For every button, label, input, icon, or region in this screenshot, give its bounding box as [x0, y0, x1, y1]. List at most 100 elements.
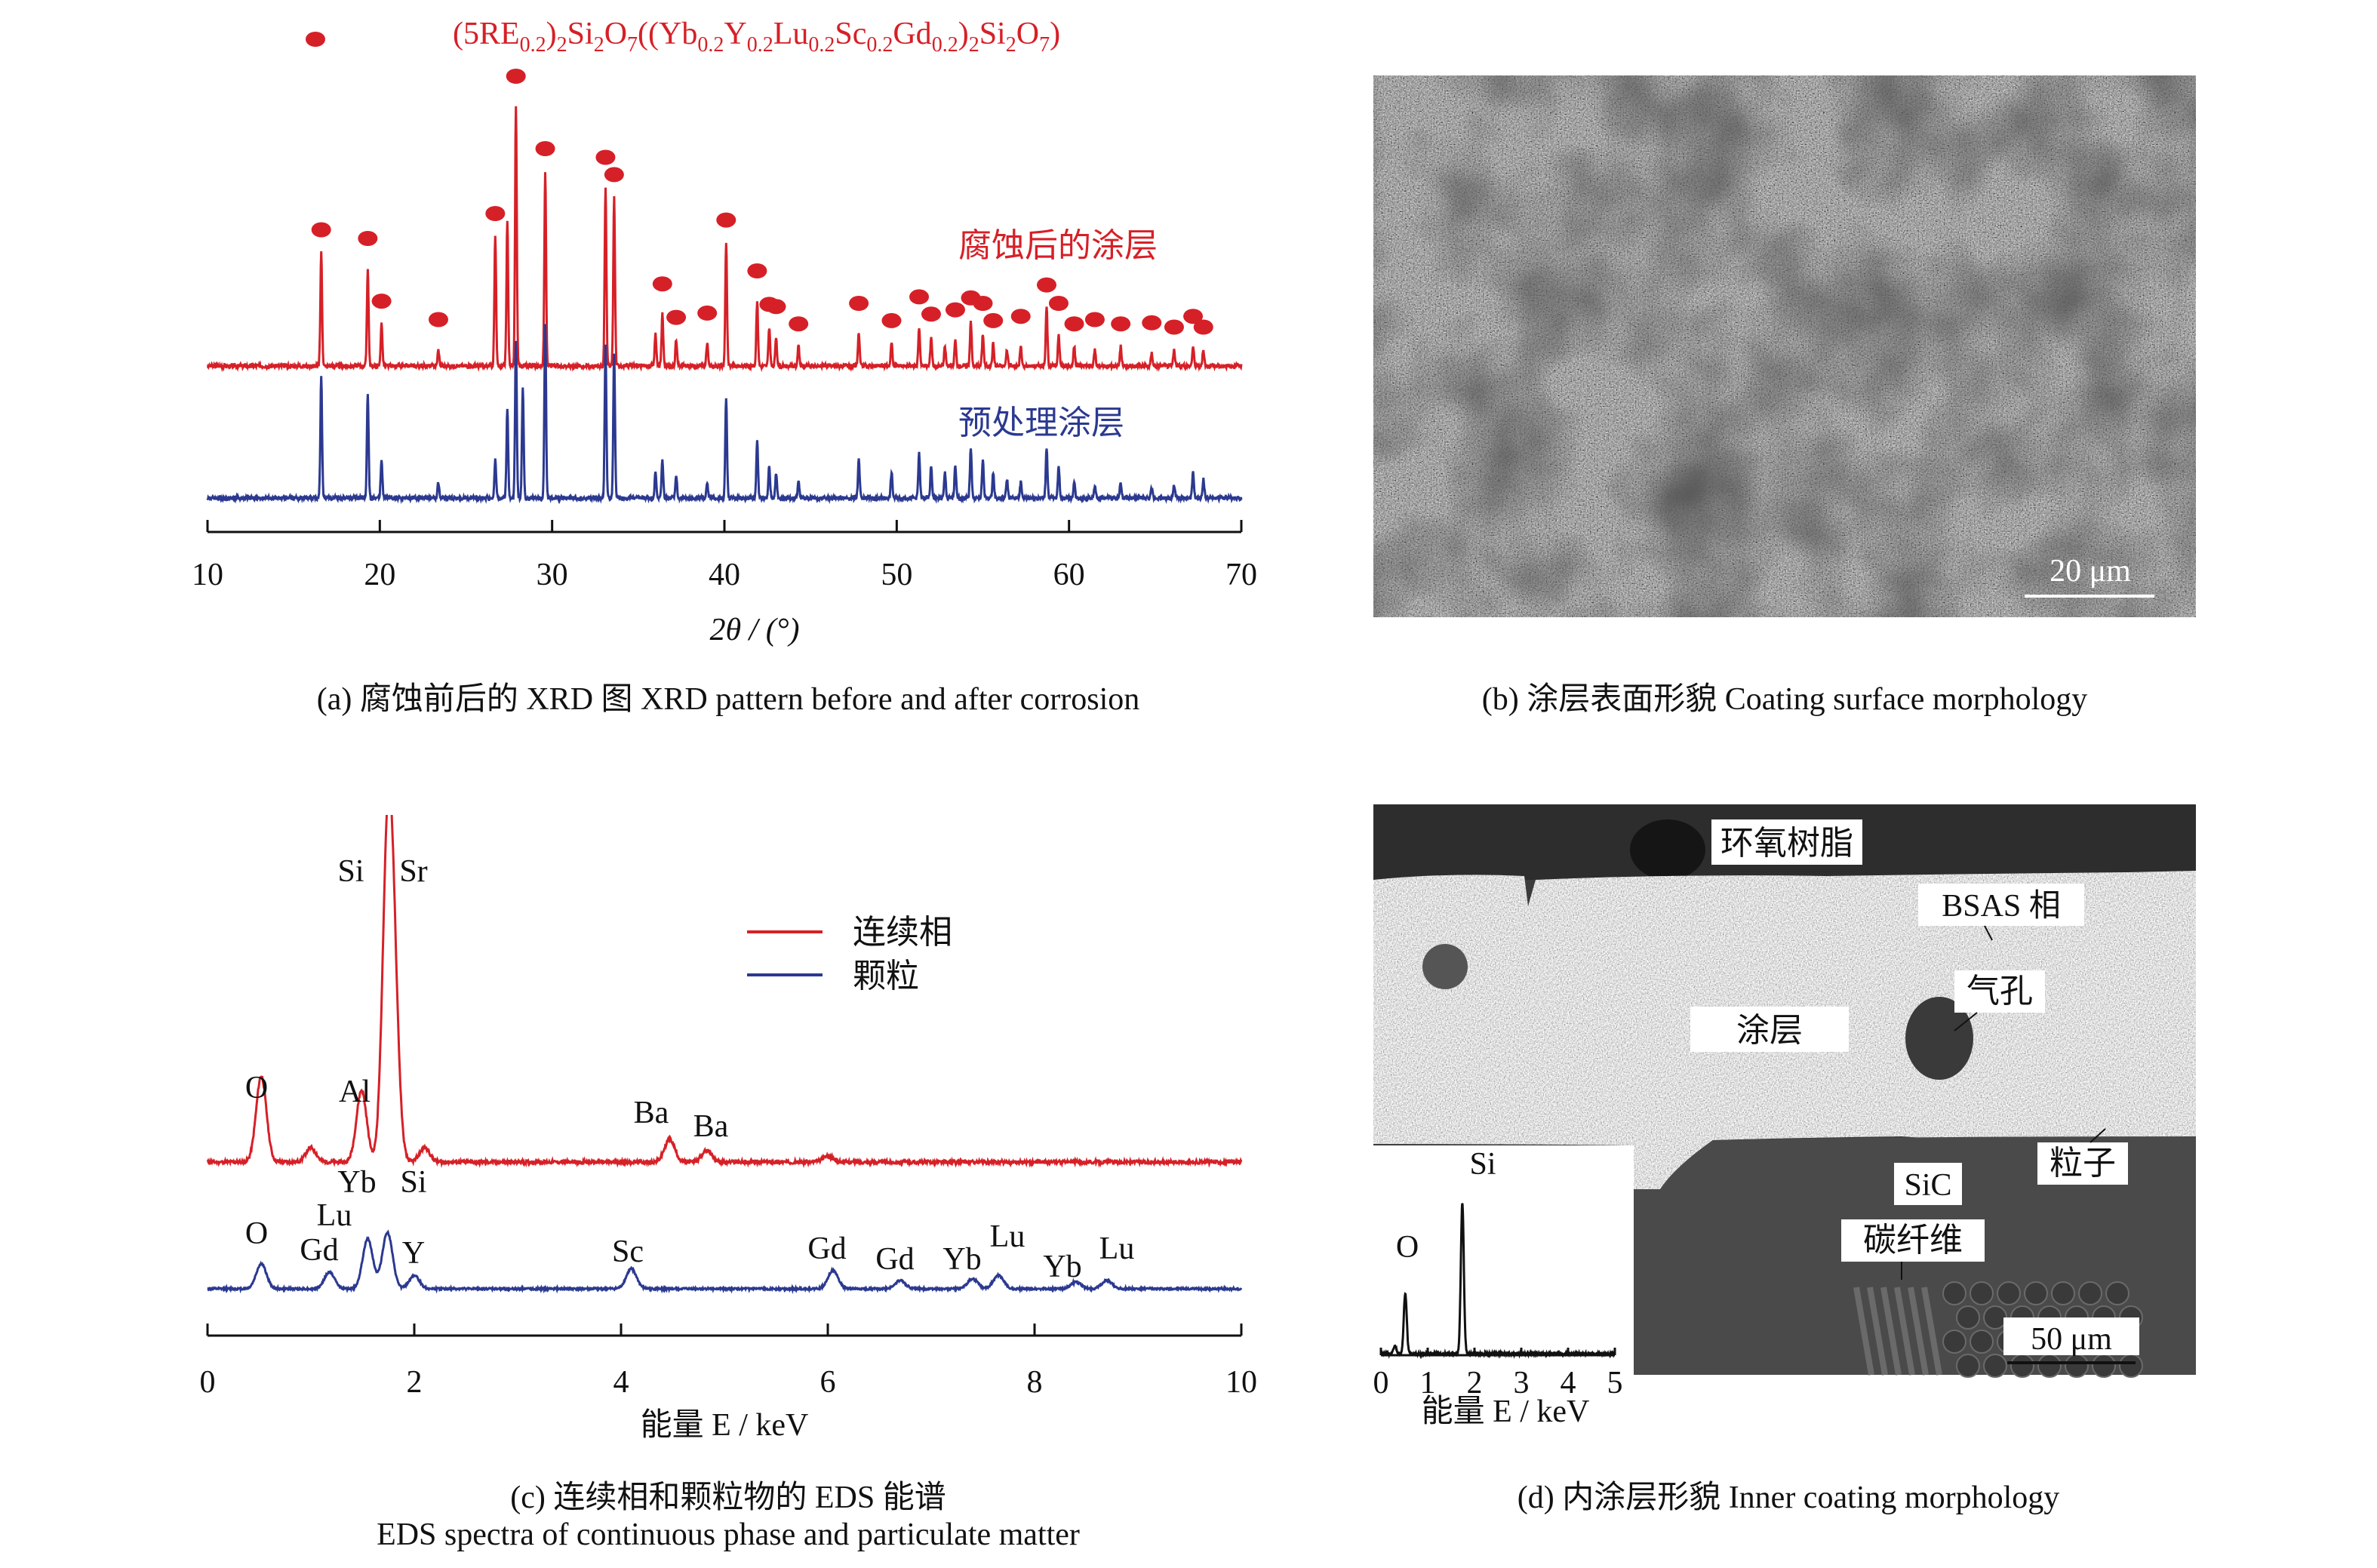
eds-peak-label: Y [402, 1236, 425, 1271]
eds-peak-label: Ba [693, 1109, 729, 1144]
xrd-x-tick-label: 70 [1225, 558, 1257, 592]
xrd-phase-marker [604, 167, 624, 183]
xrd-phase-marker [1036, 277, 1056, 293]
xrd-phase-marker [1111, 316, 1131, 332]
xrd-phase-marker [358, 231, 378, 246]
xrd-marker-legend: (5RE0.2)2Si2O7((Yb0.2Y0.2Lu0.2Sc0.2Gd0.2… [453, 17, 1060, 57]
inset-x-axis-label: 能量 E / keV [1422, 1394, 1590, 1429]
label-coating: 涂层 [1736, 1012, 1803, 1049]
eds-peak-label: O [245, 1071, 268, 1105]
xrd-x-tick-label: 60 [1053, 558, 1085, 592]
xrd-phase-marker [371, 294, 392, 309]
label-sic: SiC [1904, 1168, 1951, 1203]
eds-peak-label: Sr [399, 854, 427, 889]
arrow-particle [2089, 1128, 2106, 1143]
label-bsas: BSAS 相 [1942, 889, 2061, 924]
label-box-epoxy [1711, 819, 1862, 865]
xrd-x-tick-label: 30 [537, 558, 568, 592]
xrd-phase-marker [789, 316, 809, 332]
arrow-pore [1954, 1012, 1978, 1031]
xrd-phase-marker [766, 299, 786, 315]
scale-bar-label: 20 μm [2050, 554, 2131, 589]
xrd-x-tick-label: 50 [881, 558, 912, 592]
caption-c-line2: EDS spectra of continuous phase and part… [377, 1517, 1080, 1552]
label-box-bsas [1918, 884, 2084, 926]
eds-peak-label: Si [337, 854, 364, 889]
xrd-phase-marker [697, 305, 718, 321]
eds-x-tick-label: 4 [613, 1365, 629, 1400]
xrd-phase-marker [652, 276, 672, 292]
xrd-phase-marker [716, 212, 736, 228]
xrd-phase-marker [1010, 309, 1031, 324]
label-box-particle [2037, 1142, 2128, 1185]
xrd-x-tick-label: 10 [192, 558, 223, 592]
xrd-series-pretreated [206, 324, 1243, 505]
eds-x-tick-label: 6 [820, 1365, 836, 1400]
eds-peak-label: Lu [1099, 1231, 1135, 1266]
label-box-coating [1690, 1007, 1849, 1052]
inset-series [1379, 1203, 1616, 1360]
xrd-phase-marker [506, 69, 526, 84]
eds-x-tick-label: 0 [200, 1365, 216, 1400]
label-carbon-fiber: 碳纤维 [1863, 1222, 1963, 1259]
eds-x-tick-label: 8 [1027, 1365, 1043, 1400]
inset-x-tick-label: 4 [1561, 1366, 1576, 1400]
xrd-phase-marker [666, 309, 687, 325]
label-epoxy: 环氧树脂 [1720, 825, 1853, 862]
xrd-phase-marker [945, 302, 965, 318]
eds-x-tick-label: 10 [1225, 1365, 1257, 1400]
xrd-chart: 10 20 30 40 50 60 70 (5RE0.2)2Si2O7((Yb0.2Y0.2… [192, 17, 1257, 647]
eds-peak-label: Sc [612, 1234, 644, 1269]
eds-peak-label: Si [400, 1165, 426, 1200]
inset-x-tick-label: 1 [1420, 1366, 1436, 1400]
arrow-bsas [1984, 925, 1993, 941]
legend-label-continuous: 连续相 [853, 914, 952, 951]
caption-c-line1: (c) 连续相和颗粒物的 EDS 能谱 [510, 1480, 946, 1515]
eds-peak-label: Gd [300, 1233, 338, 1268]
legend-label-particle: 颗粒 [853, 958, 919, 995]
xrd-legend-marker [306, 32, 325, 47]
label-box-carbon-fiber [1841, 1219, 1985, 1262]
label-box-pore [1954, 970, 2045, 1013]
inset-peak-label-si: Si [1469, 1147, 1496, 1182]
xrd-phase-marker [1164, 319, 1184, 335]
eds-peak-label: Gd [807, 1231, 846, 1266]
caption-d: (d) 内涂层形貌 Inner coating morphology [1517, 1480, 2060, 1515]
xrd-series-corroded [206, 106, 1243, 373]
eds-peak-label: Yb [942, 1242, 981, 1277]
inset-peak-label-o: O [1396, 1230, 1419, 1265]
label-particle: 粒子 [2050, 1145, 2116, 1182]
xrd-phase-marker [485, 206, 506, 221]
xrd-phase-marker [1064, 316, 1084, 332]
xrd-phase-marker [1048, 296, 1069, 311]
xrd-phase-marker [428, 312, 448, 327]
xrd-phase-marker [535, 141, 555, 156]
xrd-phase-marker [973, 296, 993, 311]
inset-x-tick-label: 0 [1373, 1366, 1389, 1400]
eds-peak-label: Yb [1043, 1250, 1081, 1284]
xrd-phase-marker [595, 149, 616, 165]
xrd-phase-marker [311, 222, 331, 238]
eds-x-tick-label: 2 [407, 1365, 423, 1400]
inset-x-tick-label: 2 [1467, 1366, 1483, 1400]
eds-series-continuous [206, 815, 1243, 1169]
eds-peak-label: Gd [875, 1242, 914, 1277]
eds-x-axis-label: 能量 E / keV [641, 1408, 809, 1443]
eds-series-particle [207, 1229, 1243, 1295]
inset-x-tick-label: 5 [1607, 1366, 1623, 1400]
xrd-series-label-corroded: 腐蚀后的涂层 [958, 227, 1158, 264]
xrd-x-axis-label: 2θ / (°) [709, 613, 799, 647]
eds-legend: 连续相 颗粒 [747, 914, 952, 995]
xrd-phase-marker [747, 263, 767, 278]
xrd-phase-marker [1183, 309, 1204, 324]
eds-peak-label: Yb [337, 1165, 376, 1200]
xrd-series-label-pretreated: 预处理涂层 [958, 404, 1124, 441]
scale-bar-label: 50 μm [2031, 1322, 2112, 1357]
eds-inset-background [1373, 1145, 1634, 1438]
xrd-x-tick-label: 40 [709, 558, 740, 592]
eds-peak-label: Al [339, 1075, 371, 1109]
eds-peak-label: O [245, 1216, 268, 1251]
caption-a: (a) 腐蚀前后的 XRD 图 XRD pattern before and a… [316, 682, 1140, 717]
eds-peak-label: Ba [634, 1096, 669, 1130]
eds-peak-label: Lu [990, 1219, 1026, 1254]
